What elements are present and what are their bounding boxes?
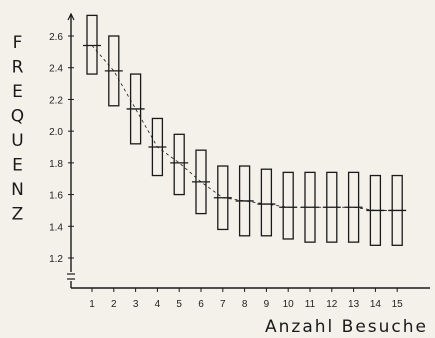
x-tick-label: 3 — [133, 299, 139, 310]
y-axis-arrow — [67, 12, 75, 21]
y-axis-label-letter: E — [12, 156, 24, 176]
y-tick-label: 1.8 — [49, 159, 63, 170]
x-tick-label: 4 — [155, 299, 161, 310]
x-ticks: 1 2 3 4 5 6 7 8 9 10 11 12 13 14 15 — [89, 288, 403, 310]
y-tick-label: 2.4 — [49, 64, 63, 75]
x-tick-label: 9 — [264, 299, 270, 310]
y-tick-label: 2.2 — [49, 95, 63, 106]
y-axis-label-letter: N — [11, 180, 25, 200]
y-tick-label: 2.6 — [49, 32, 63, 43]
box-rect — [282, 171, 294, 240]
box-11 — [301, 171, 319, 243]
y-tick-label: 1.6 — [49, 191, 63, 202]
axes — [67, 12, 430, 289]
box-rect — [86, 14, 98, 75]
x-tick-label: 1 — [89, 299, 95, 310]
x-tick-label: 11 — [305, 299, 316, 310]
box-5 — [170, 133, 189, 196]
y-ticks: 2.6 2.4 2.2 2.0 1.8 1.6 1.4 1.2 — [49, 32, 74, 265]
x-tick-label: 14 — [370, 299, 382, 310]
y-axis-label-letter: E — [12, 82, 24, 102]
box-13 — [344, 171, 363, 243]
box-8 — [235, 165, 254, 237]
mean-trend-line — [91, 45, 398, 211]
x-tick-label: 15 — [392, 299, 404, 310]
x-tick-label: 2 — [111, 299, 117, 310]
y-axis-label-letter: Z — [12, 205, 25, 225]
box-9 — [257, 168, 276, 237]
y-axis-label-letter: R — [12, 58, 25, 78]
box-rect — [260, 168, 273, 237]
x-tick-label: 6 — [198, 299, 204, 310]
y-tick-label: 1.4 — [49, 222, 63, 233]
y-tick-label: 1.2 — [49, 254, 63, 265]
x-tick-label: 5 — [176, 299, 182, 310]
x-axis-label: Anzahl Besuche — [265, 317, 428, 337]
x-tick-label: 12 — [326, 299, 338, 310]
y-tick-label: 2.0 — [49, 127, 63, 138]
y-axis-label-letter: Q — [11, 107, 25, 127]
box-1 — [83, 14, 101, 75]
box-2 — [104, 35, 123, 107]
y-axis-label-letter: U — [11, 131, 24, 151]
box-3 — [126, 73, 145, 145]
box-10 — [279, 171, 298, 240]
x-tick-label: 10 — [283, 299, 295, 310]
x-tick-label: 7 — [220, 299, 226, 310]
box-rect — [173, 133, 185, 196]
box-14 — [366, 174, 385, 246]
y-axis-label-letter: F — [13, 33, 24, 53]
x-tick-label: 13 — [348, 299, 360, 310]
box-6 — [192, 149, 210, 215]
boxes — [83, 14, 407, 246]
x-tick-label: 8 — [242, 299, 248, 310]
